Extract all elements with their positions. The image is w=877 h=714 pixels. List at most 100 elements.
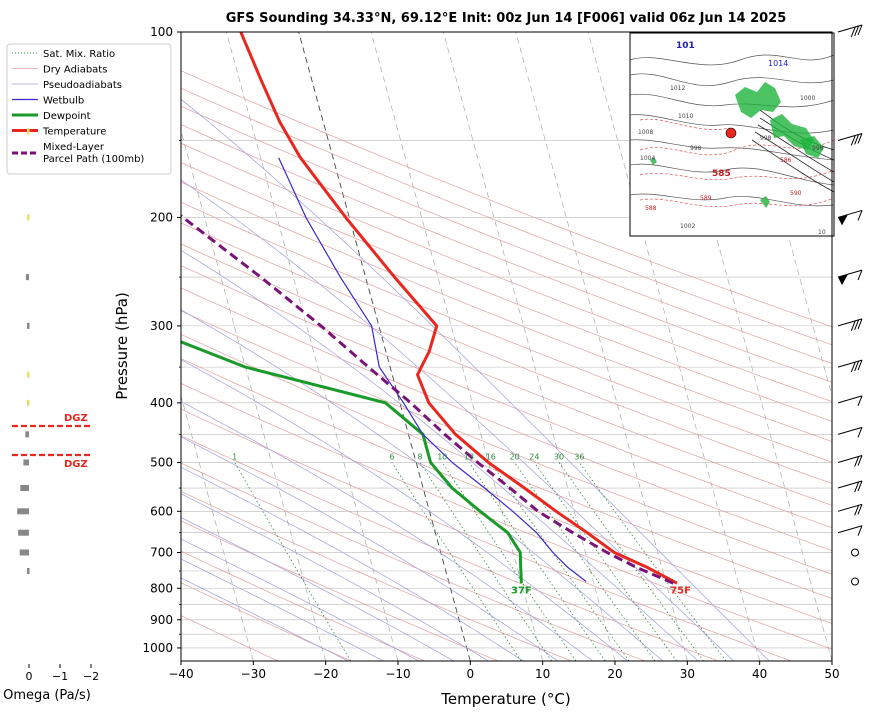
- barb-flag: [850, 361, 856, 373]
- dry-adiabat: [181, 490, 572, 661]
- legend: Sat. Mix. Ratio Dry Adiabats Pseudoadiabat…: [6, 43, 172, 175]
- mixing-ratio-label: 1: [232, 453, 237, 462]
- dry-adiabat: [181, 435, 719, 661]
- x-tick-label: 0: [467, 667, 475, 681]
- calm-circle: [851, 548, 859, 557]
- mixing-ratio-label: 16: [486, 453, 496, 462]
- barb-flag: [857, 395, 863, 407]
- barb-staff: [837, 480, 863, 489]
- map-label-998b: 998: [760, 135, 772, 142]
- x-tick-label: 30: [680, 667, 695, 681]
- pseudoadiabat: [181, 538, 419, 661]
- barb-staff: [837, 395, 863, 404]
- omega-tick-label: −1: [52, 670, 68, 683]
- dry-adiabat: [181, 142, 832, 402]
- map-label-1008: 1008: [638, 129, 653, 136]
- omega-bar: [23, 459, 29, 466]
- y-tick-label: 700: [150, 546, 173, 560]
- barb-staff: [837, 318, 863, 327]
- omega-bar: [27, 214, 30, 221]
- omega-tick-label: 0: [26, 670, 33, 683]
- map-label-1002: 1002: [680, 223, 695, 230]
- x-axis-label: Temperature (°C): [440, 690, 570, 708]
- legend-label: Temperature: [42, 127, 106, 138]
- dry-adiabat: [181, 333, 832, 599]
- y-tick-label: 900: [150, 613, 173, 627]
- barb-staff: [837, 503, 863, 512]
- barb-pennant: [838, 214, 848, 226]
- map-label-998: 998: [690, 145, 702, 152]
- dry-adiabat: [181, 181, 832, 442]
- omega-bar: [27, 128, 30, 135]
- map-label-589: 589: [700, 195, 712, 202]
- wind-barb: [851, 548, 859, 557]
- mixing-ratio-line: [441, 462, 577, 661]
- omega-bar: [27, 568, 30, 574]
- omega-bar: [20, 485, 29, 491]
- omega-bar: [27, 399, 30, 406]
- dry-adiabat: [181, 70, 832, 328]
- barb-staff: [837, 455, 863, 464]
- mixing-ratio-label: 24: [529, 453, 539, 462]
- barb-flag: [850, 135, 856, 146]
- mixing-ratio-label: 20: [510, 453, 520, 462]
- x-tick-label: −10: [385, 667, 410, 681]
- surface-label: 75F: [670, 585, 691, 596]
- barb-flag: [857, 480, 863, 492]
- omega-bar: [17, 508, 29, 515]
- y-tick-label: 200: [150, 210, 173, 224]
- dry-adiabat: [181, 265, 832, 529]
- barb-flag: [857, 210, 863, 221]
- y-tick-label: 100: [150, 25, 173, 39]
- barb-flag: [854, 456, 860, 467]
- map-label-588: 588: [645, 205, 657, 212]
- x-tick-label: 40: [752, 667, 767, 681]
- barb-staff: [837, 24, 863, 33]
- temperature-line: [239, 32, 678, 585]
- y-tick-label: 500: [150, 456, 173, 470]
- pseudoadiabat: [181, 493, 489, 661]
- mixing-ratio-line: [534, 462, 678, 661]
- barb-flag: [857, 24, 863, 36]
- isotherm: [587, 32, 761, 661]
- surface-label: 37F: [511, 585, 532, 596]
- barb-staff: [837, 426, 863, 435]
- pseudoadiabat: [181, 249, 699, 661]
- legend-label: Pseudoadiabats: [43, 80, 122, 91]
- mixing-ratio-label: 6: [389, 453, 394, 462]
- mixing-ratio-label: 30: [554, 453, 564, 462]
- barb-staff: [837, 359, 863, 368]
- wind-barb: [837, 132, 863, 146]
- x-tick-label: 10: [535, 667, 550, 681]
- y-axis-label: Pressure (hPa): [113, 292, 131, 400]
- mixing-ratio-line: [490, 462, 630, 661]
- pseudoadiabat: [181, 577, 349, 661]
- dry-adiabat: [181, 408, 792, 661]
- wind-barb: [837, 269, 863, 286]
- dry-adiabat: [181, 222, 832, 484]
- barb-flag: [857, 133, 863, 144]
- mixed-layer-line: [181, 213, 674, 585]
- mixing-ratio-labels: 1 6 8 10 13 16 20 24 30 36: [232, 453, 584, 462]
- dry-adiabat: [181, 105, 832, 364]
- wind-barb: [851, 577, 859, 586]
- barb-flag: [854, 319, 860, 331]
- omega-tick-label: −2: [83, 670, 99, 683]
- map-label-585: 585: [712, 169, 731, 179]
- mixing-ratio-label: 8: [417, 453, 422, 462]
- legend-label: Sat. Mix. Ratio: [43, 49, 115, 60]
- barb-flag: [857, 427, 863, 438]
- mixing-ratio-line: [419, 462, 553, 661]
- mixing-ratio-label: 13: [464, 453, 474, 462]
- dry-adiabat: [181, 358, 832, 624]
- wind-barb: [837, 426, 863, 438]
- x-tick-label: 50: [824, 667, 839, 681]
- sounding-series: [181, 32, 678, 585]
- map-label-1004: 1004: [640, 155, 655, 162]
- map-label-1014: 1014: [768, 59, 788, 68]
- barb-pennant: [838, 274, 848, 286]
- barb-flag: [854, 481, 860, 493]
- omega-panel: 0 −1 −2: [17, 32, 99, 683]
- chart-title: GFS Sounding 34.33°N, 69.12°E Init: 00z …: [226, 11, 787, 26]
- isotherm: [515, 32, 688, 661]
